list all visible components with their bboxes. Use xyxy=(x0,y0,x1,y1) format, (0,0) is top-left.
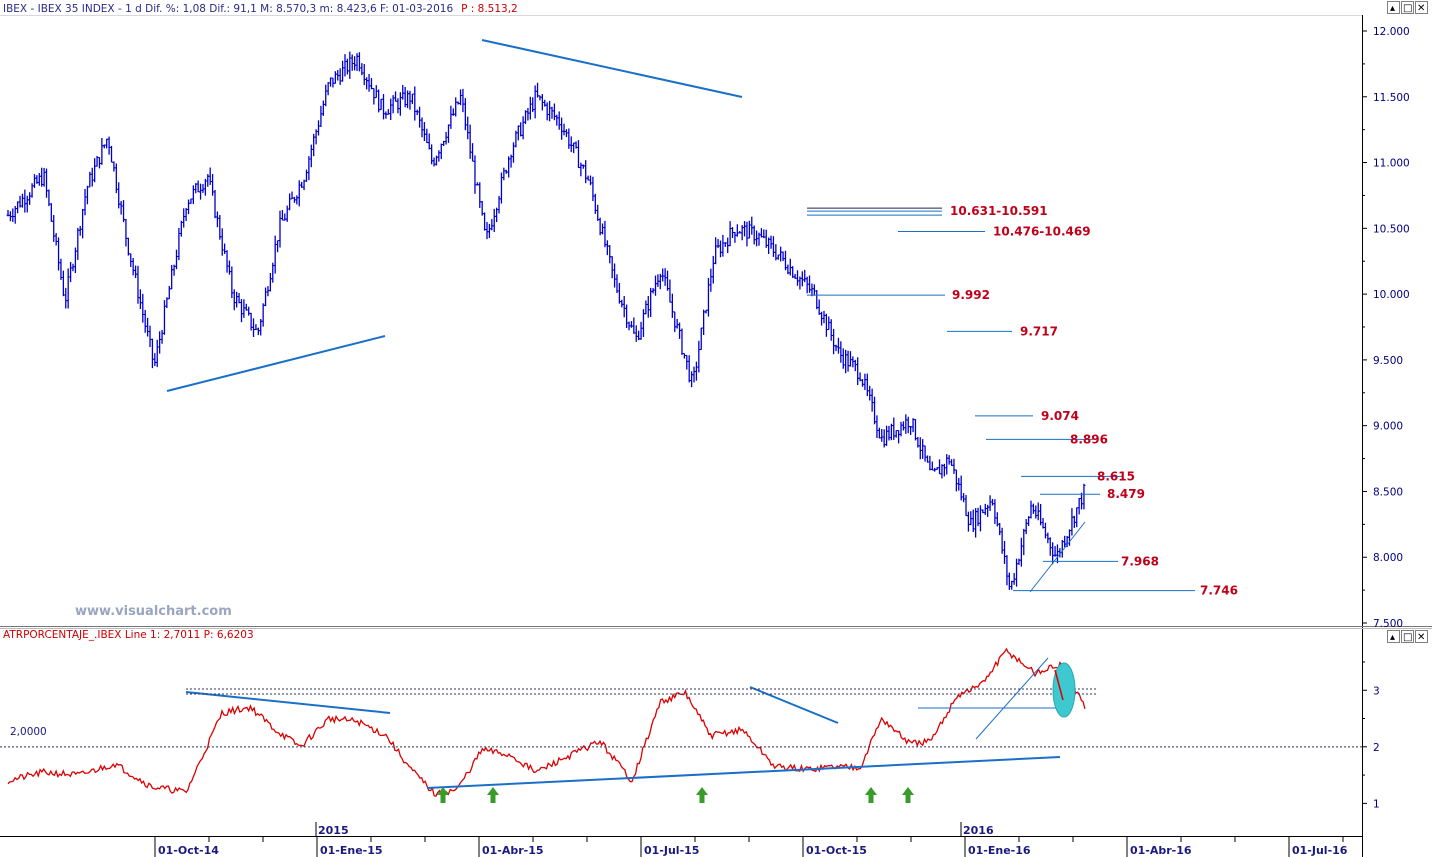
chart-header-price: P : 8.513,2 xyxy=(461,3,518,15)
chart-header-label: IBEX - IBEX 35 INDEX - 1 d Dif. %: 1,08 … xyxy=(3,3,453,15)
annotations xyxy=(0,39,1362,803)
level-label: 7.968 xyxy=(1121,554,1159,568)
indicator-header-label: ATRPORCENTAJE_.IBEX Line 1: 2,7011 P: 6,… xyxy=(3,629,254,641)
x-tick-label: 01-Oct-14 xyxy=(158,844,219,857)
x-tick-label: 01-Ene-15 xyxy=(320,844,383,857)
level-label: 9.717 xyxy=(1020,324,1058,338)
panel-minimize-button[interactable]: ▴ xyxy=(1387,630,1400,644)
close-icon: ✕ xyxy=(1417,3,1425,14)
indicator-y-tick-label: 1 xyxy=(1373,798,1380,810)
minimize-icon: ▴ xyxy=(1390,3,1395,14)
level-label: 10.631-10.591 xyxy=(950,204,1048,218)
indicator-highlight-segment xyxy=(1054,669,1064,701)
price-y-tick-label: 10.000 xyxy=(1373,289,1410,301)
x-tick-label: 01-Jul-15 xyxy=(644,844,699,857)
level-label: 8.896 xyxy=(1070,432,1108,446)
panel-maximize-icon: □ xyxy=(1403,632,1412,643)
window-controls: ▴ □ ✕ xyxy=(1387,1,1428,15)
indicator-y-tick-label: 3 xyxy=(1373,685,1380,697)
window-maximize-button[interactable]: □ xyxy=(1401,1,1414,15)
level-label: 9.074 xyxy=(1041,409,1079,423)
trendline-resistance-2015 xyxy=(481,39,743,98)
window-minimize-button[interactable]: ▴ xyxy=(1387,1,1400,15)
price-y-tick-label: 9.000 xyxy=(1373,421,1403,433)
level-label: 8.479 xyxy=(1107,487,1145,501)
x-tick-label: 01-Abr-15 xyxy=(482,844,544,857)
price-y-tick-label: 11.000 xyxy=(1373,158,1410,170)
up-arrow-icon xyxy=(437,787,449,803)
price-y-tick-label: 8.000 xyxy=(1373,552,1403,564)
price-y-tick-label: 9.500 xyxy=(1373,355,1403,367)
x-tick-label: 01-Abr-16 xyxy=(1130,844,1192,857)
price-y-axis: 12.000 11.500 11.000 10.500 10.000 9.500 9.000… xyxy=(1362,26,1410,630)
panel-minimize-icon: ▴ xyxy=(1390,632,1395,643)
price-y-tick-label: 11.500 xyxy=(1373,92,1410,104)
level-label: 9.992 xyxy=(952,288,990,302)
indicator-trendline-up xyxy=(975,657,1049,740)
x-tick-label: 01-Jul-16 xyxy=(1292,844,1348,857)
up-arrow-icon xyxy=(865,787,877,803)
indicator-y-axis: 3 2 1 xyxy=(1362,661,1380,810)
level-label: 10.476-10.469 xyxy=(993,224,1091,238)
price-y-tick-label: 12.000 xyxy=(1373,26,1410,38)
indicator-trendline-down-1 xyxy=(185,691,391,714)
price-series xyxy=(6,51,1086,590)
window-close-button[interactable]: ✕ xyxy=(1415,1,1428,15)
indicator-y-tick-label: 2 xyxy=(1373,742,1380,754)
price-y-tick-label: 7.500 xyxy=(1373,618,1403,630)
x-tick-label: 01-Oct-15 xyxy=(806,844,867,857)
indicator-trendline-down-2 xyxy=(749,686,839,724)
indicator-trendline-support xyxy=(426,756,1061,789)
year-label: 2016 xyxy=(963,824,994,837)
level-label: 8.615 xyxy=(1097,469,1135,483)
panel-close-icon: ✕ xyxy=(1417,632,1425,643)
x-tick-label: 01-Ene-16 xyxy=(968,844,1031,857)
panel-maximize-button[interactable]: □ xyxy=(1401,630,1414,644)
up-arrow-icon xyxy=(902,787,914,803)
trendline-support-2014 xyxy=(166,335,386,392)
trendline-support-2016 xyxy=(1029,521,1086,593)
indicator-series xyxy=(7,647,1086,797)
level-label: 7.746 xyxy=(1200,584,1238,598)
level-lines: 10.631-10.591 10.476-10.469 9.992 9.717 9.07… xyxy=(807,204,1238,598)
maximize-icon: □ xyxy=(1403,3,1412,14)
year-label: 2015 xyxy=(318,824,349,837)
price-y-tick-label: 8.500 xyxy=(1373,486,1403,498)
price-y-tick-label: 10.500 xyxy=(1373,223,1410,235)
up-arrow-icon xyxy=(696,787,708,803)
highlight-ellipse xyxy=(1052,662,1076,718)
indicator-line xyxy=(7,647,1086,797)
up-arrow-icon xyxy=(487,787,499,803)
x-axis: 01-Oct-14 01-Ene-15 01-Abr-15 01-Jul-15 01-O… xyxy=(154,822,1348,857)
panel-controls: ▴ □ ✕ xyxy=(1387,630,1428,644)
panel-close-button[interactable]: ✕ xyxy=(1415,630,1428,644)
indicator-ref-label: 2,0000 xyxy=(10,726,47,738)
watermark: www.visualchart.com xyxy=(75,604,232,619)
